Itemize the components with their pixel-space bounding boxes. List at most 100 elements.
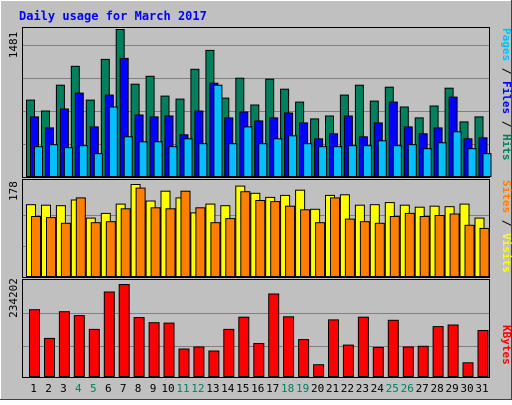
- pages-bar-day-12: [198, 143, 208, 177]
- day-tick-label: 18: [281, 382, 294, 395]
- kbytes-bar-day-30: [462, 362, 474, 377]
- sites-bar-day-28: [434, 215, 445, 277]
- sites-bar-day-6: [105, 221, 116, 277]
- visits-y-tick-label: 178: [7, 181, 20, 201]
- day-tick-label: 4: [75, 382, 82, 395]
- day-tick-label: 6: [105, 382, 112, 395]
- kbytes-bar-day-5: [88, 328, 100, 377]
- sites-bar-day-3: [60, 222, 71, 278]
- legend-sites: Sites: [500, 180, 512, 213]
- pages-bar-day-28: [437, 142, 447, 178]
- pages-bar-day-9: [153, 141, 163, 178]
- hits-panel-frame: [22, 27, 490, 178]
- day-tick-label: 8: [135, 382, 142, 395]
- hits-files-pages-bars: [26, 29, 492, 178]
- sites-bar-day-8: [135, 187, 146, 278]
- day-tick-label: 29: [445, 382, 458, 395]
- day-tick-label: 17: [266, 382, 279, 395]
- sites-bar-day-18: [285, 205, 296, 277]
- kbytes-bar-day-29: [447, 324, 459, 377]
- kbytes-bar-day-3: [58, 311, 70, 378]
- pages-bar-day-21: [333, 146, 342, 177]
- sites-bar-day-14: [225, 218, 236, 278]
- sites-bar-day-26: [404, 212, 415, 277]
- legend-pages: Pages: [500, 28, 512, 61]
- sites-bar-day-15: [240, 191, 251, 277]
- pages-bar-day-11: [183, 138, 193, 178]
- kbytes-bar-day-6: [103, 291, 115, 377]
- sites-bar-day-19: [300, 209, 311, 277]
- sites-bar-day-25: [389, 216, 400, 277]
- middle-series-legend: Sites / Visits: [500, 180, 512, 273]
- pages-bar-day-1: [34, 146, 43, 177]
- kbytes-y-tick-label: 234202: [7, 278, 20, 318]
- pages-bar-day-14: [228, 143, 238, 177]
- kbytes-bar-day-4: [73, 315, 85, 378]
- kbytes-bar-day-7: [118, 284, 130, 377]
- pages-bar-day-23: [362, 145, 372, 177]
- kbytes-bar-day-14: [223, 328, 235, 377]
- kbytes-bar-day-20: [313, 364, 325, 378]
- pages-bar-day-24: [377, 140, 387, 178]
- legend-visits: Visits: [500, 233, 512, 273]
- pages-bar-day-2: [49, 144, 58, 177]
- hits-y-tick-label: 1481: [7, 32, 20, 59]
- legend-kbytes: KBytes: [500, 325, 512, 365]
- day-tick-label: 27: [416, 382, 429, 395]
- kbytes-bar-day-10: [163, 322, 175, 378]
- day-tick-label: 13: [206, 382, 219, 395]
- day-tick-label: 3: [60, 382, 67, 395]
- top-series-legend: Pages / Files / Hits: [500, 28, 512, 161]
- chart-title: Daily usage for March 2017: [19, 9, 207, 23]
- kbytes-bar-day-15: [238, 316, 250, 378]
- pages-bar-day-30: [467, 148, 477, 177]
- sites-bar-day-24: [374, 222, 385, 278]
- pages-bar-day-25: [392, 145, 402, 177]
- sites-bar-day-7: [120, 208, 131, 277]
- legend-sep-1: /: [500, 61, 512, 81]
- sites-bar-day-2: [46, 217, 56, 278]
- day-tick-label: 20: [311, 382, 324, 395]
- kbytes-bar-day-27: [417, 345, 429, 377]
- legend-sep-3: /: [500, 213, 512, 233]
- day-tick-labels: 1 2 3 4 5 6 7 8 9 10 11 12 13 14 15 16 17 18 19 20 21 22 23 24 2…: [30, 382, 488, 395]
- legend-sep-2: /: [500, 114, 512, 134]
- day-tick-label: 15: [236, 382, 249, 395]
- day-tick-label: 23: [356, 382, 369, 395]
- day-tick-label: 5: [90, 382, 97, 395]
- pages-bar-day-6: [108, 106, 118, 177]
- day-tick-label: 2: [45, 382, 52, 395]
- pages-bar-day-29: [452, 131, 462, 178]
- kbytes-bar-day-22: [342, 344, 354, 378]
- pages-bar-day-15: [243, 126, 253, 177]
- kbytes-bar-day-25: [387, 319, 399, 377]
- pages-bar-day-13: [213, 84, 223, 177]
- kbytes-bar-day-13: [208, 350, 220, 377]
- legend-hits: Hits: [500, 134, 512, 161]
- day-tick-label: 26: [401, 382, 414, 395]
- sites-bar-day-11: [180, 190, 191, 277]
- pages-bar-day-7: [123, 136, 133, 178]
- sites-bar-day-27: [419, 216, 430, 277]
- pages-bar-day-26: [407, 144, 417, 177]
- kbytes-bars: [29, 284, 489, 378]
- day-tick-label: 9: [150, 382, 157, 395]
- kbytes-bar-day-12: [193, 346, 205, 377]
- kbytes-bar-day-31: [477, 330, 489, 377]
- sites-bar-day-12: [195, 207, 206, 277]
- pages-bar-day-18: [288, 135, 298, 178]
- day-tick-label: 1: [30, 382, 37, 395]
- kbytes-bar-day-2: [44, 337, 55, 377]
- pages-bar-day-20: [318, 146, 328, 177]
- legend-files: Files: [500, 81, 512, 114]
- sites-bar-day-16: [255, 200, 266, 277]
- kbytes-bar-day-11: [178, 348, 190, 377]
- sites-bar-day-21: [330, 197, 340, 277]
- kbytes-bar-day-8: [133, 317, 145, 378]
- sites-bar-day-29: [449, 213, 460, 277]
- bottom-series-legend: KBytes: [500, 325, 512, 365]
- sites-bar-day-31: [479, 227, 490, 277]
- kbytes-bar-day-1: [29, 309, 40, 378]
